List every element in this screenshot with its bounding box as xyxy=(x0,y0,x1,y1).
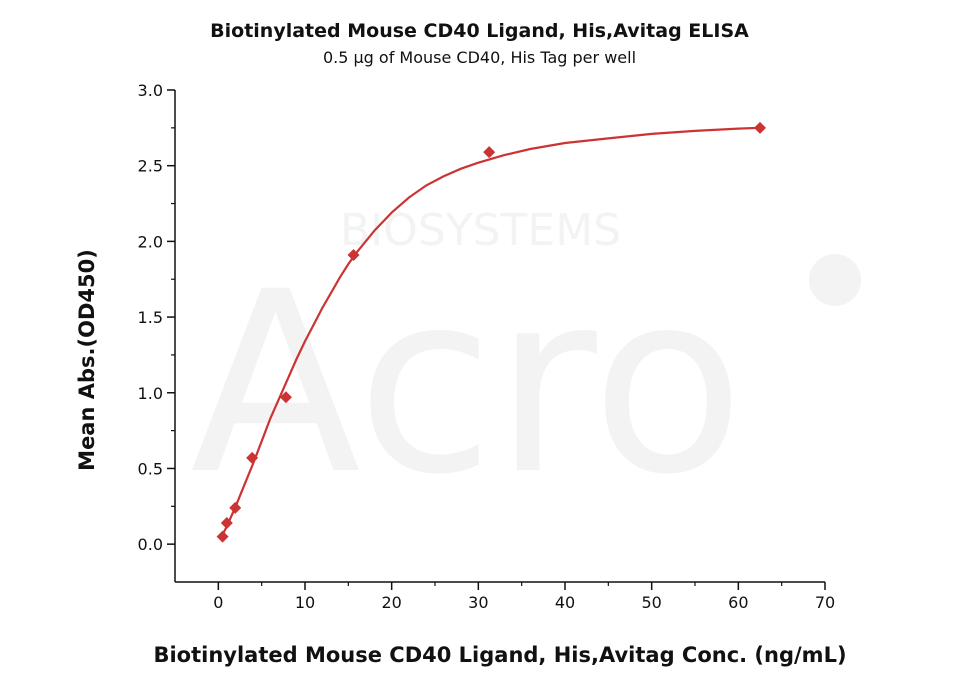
fit-curve-layer xyxy=(219,126,761,539)
data-point xyxy=(216,530,229,543)
x-tick-label: 0 xyxy=(213,593,223,612)
data-point xyxy=(279,391,292,404)
chart-title: Biotinylated Mouse CD40 Ligand, His,Avit… xyxy=(210,20,749,42)
chart-subtitle: 0.5 µg of Mouse CD40, His Tag per well xyxy=(322,48,637,67)
watermark-brand: Acro xyxy=(190,238,744,529)
data-point xyxy=(229,501,242,514)
watermark-dot xyxy=(809,254,861,306)
y-tick-label: 2.0 xyxy=(138,232,163,251)
fit-curve xyxy=(219,126,761,539)
y-tick-label: 0.5 xyxy=(138,459,163,478)
x-tick-label: 30 xyxy=(468,593,488,612)
axes: 0.0 0.5 1.0 1.5 2.0 2.5 3.0 0 10 20 30 40 50 60 70 xyxy=(138,81,836,612)
data-point xyxy=(246,451,259,464)
y-tick-label: 3.0 xyxy=(138,81,163,100)
x-tick-label: 20 xyxy=(381,593,401,612)
y-tick-label: 1.0 xyxy=(138,384,163,403)
data-point xyxy=(220,516,233,529)
data-point xyxy=(483,146,496,159)
x-tick-label: 40 xyxy=(555,593,575,612)
x-axis-title: Biotinylated Mouse CD40 Ligand, His,Avit… xyxy=(153,643,846,667)
x-tick-label: 10 xyxy=(295,593,315,612)
x-tick-label: 50 xyxy=(641,593,661,612)
y-axis-title: Mean Abs.(OD450) xyxy=(75,249,99,471)
x-tick-label: 70 xyxy=(815,593,835,612)
x-tick-label: 60 xyxy=(728,593,748,612)
data-point xyxy=(347,249,360,262)
data-points xyxy=(216,121,766,543)
y-tick-label: 0.0 xyxy=(138,535,163,554)
watermark-text: BIOSYSTEMS xyxy=(340,205,621,256)
y-tick-label: 1.5 xyxy=(138,308,163,327)
y-tick-label: 2.5 xyxy=(138,157,163,176)
data-point xyxy=(754,121,766,134)
